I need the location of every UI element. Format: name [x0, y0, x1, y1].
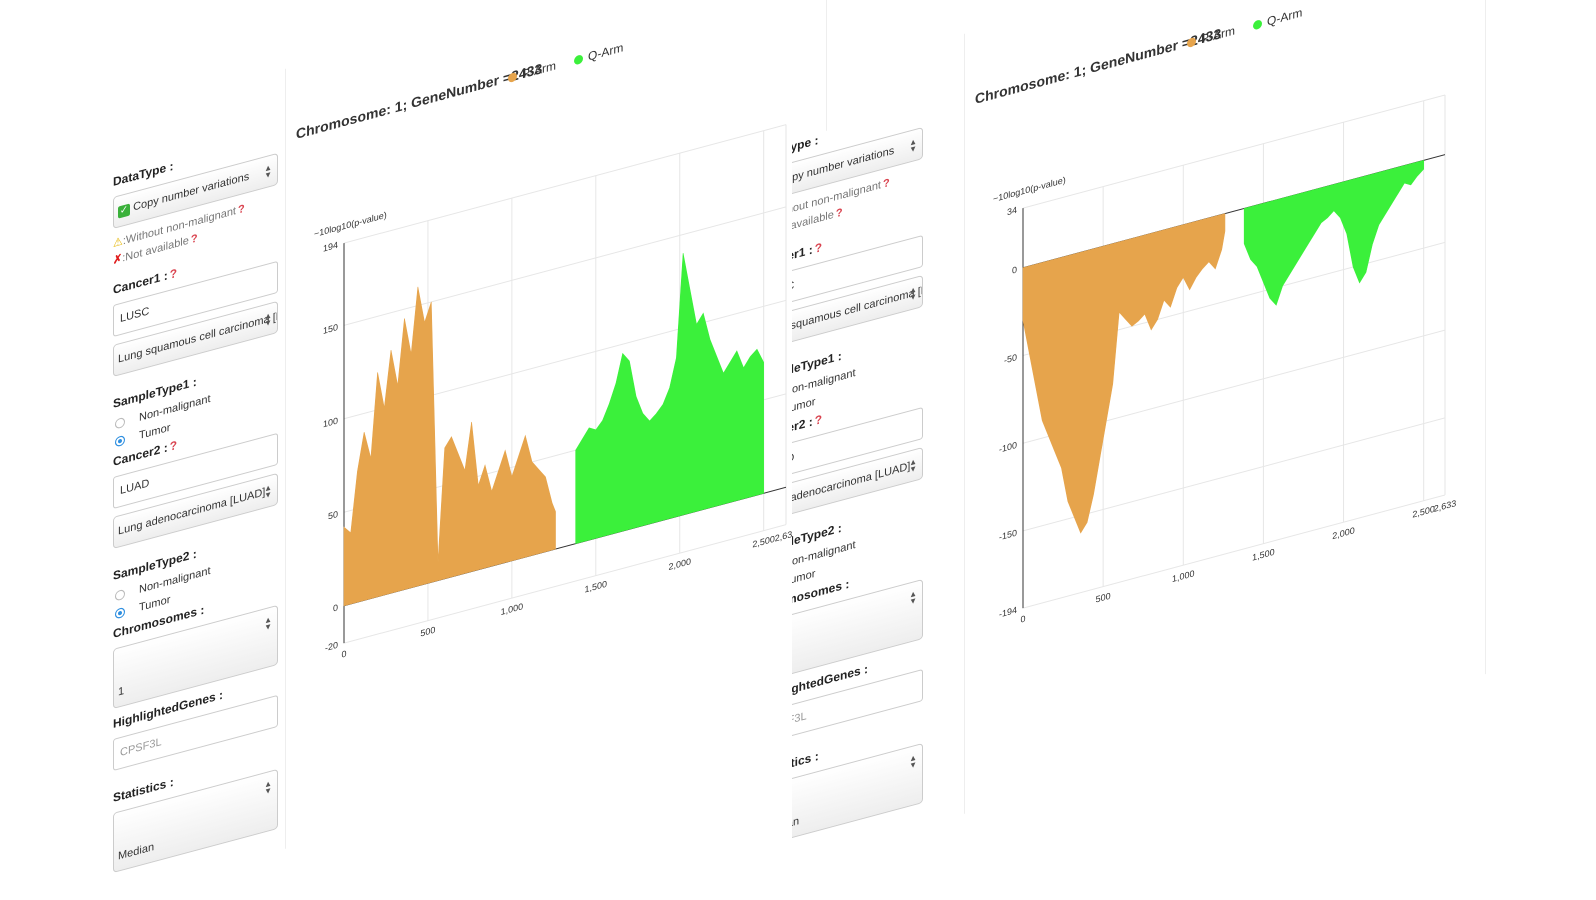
x-tick-label: 0: [1020, 614, 1025, 625]
sidebar-2: DataType : ✓ Copy number variations ▲▼ ⚠…: [792, 104, 926, 855]
y-tick-label: -150: [999, 528, 1017, 543]
y-gridline: [1023, 494, 1445, 609]
panel-left: DataType : ✓ Copy number variations ▲ ▼ ⚠…: [113, 0, 827, 895]
chart-card-1: ⤓▤ Chromosome: 1; GeneNumber =2433 P-Arm…: [285, 0, 827, 849]
x-tick-label: 2,000: [668, 556, 691, 572]
x-tick-label: 2,633: [1434, 498, 1457, 514]
help-icon[interactable]: ?: [169, 437, 178, 454]
x-tick-label: 2,500: [1412, 504, 1435, 520]
chevron-updown-icon: ▲ ▼: [909, 284, 917, 303]
series-area-p-arm: [1022, 213, 1226, 534]
y-tick-label: 100: [323, 416, 338, 430]
y-tick-label: -20: [325, 640, 338, 653]
y-tick-label: 50: [328, 509, 338, 522]
chart-plot-1: −10log10(p-value)194150100500-2005001,00…: [314, 124, 797, 660]
series-area-q-arm: [1243, 160, 1424, 306]
warning-icon: ⚠: [113, 235, 123, 250]
help-icon[interactable]: ?: [238, 202, 245, 217]
help-icon[interactable]: ?: [814, 411, 823, 428]
chevron-updown-icon: ▲ ▼: [264, 162, 272, 181]
y-gridline: [344, 206, 786, 326]
y-gridline: [1023, 417, 1445, 532]
y-tick-label: -50: [1004, 352, 1017, 365]
y-gridline: [1023, 94, 1445, 209]
sidebar: DataType : ✓ Copy number variations ▲ ▼ ⚠…: [113, 130, 281, 881]
chevron-updown-icon: ▲ ▼: [264, 778, 272, 797]
x-tick-label: 500: [420, 625, 435, 639]
chart-card-2: ⤓▤ Chromosome: 1; GeneNumber =2433 P-Arm…: [964, 0, 1486, 814]
y-gridline: [344, 524, 786, 644]
help-icon[interactable]: ?: [835, 206, 843, 221]
chevron-updown-icon: ▲ ▼: [909, 456, 917, 475]
panel-right: DataType : ✓ Copy number variations ▲▼ ⚠…: [792, 0, 1486, 860]
y-gridline: [344, 124, 786, 244]
y-tick-label: 0: [1012, 265, 1017, 276]
y-tick-label: -100: [999, 440, 1017, 455]
chevron-updown-icon: ▲ ▼: [909, 752, 917, 771]
x-tick-label: 0: [341, 649, 346, 660]
x-tick-label: 500: [1096, 591, 1111, 605]
check-icon: ✓: [118, 203, 130, 219]
x-tick-label: 2,000: [1332, 525, 1355, 541]
chevron-updown-icon: ▲ ▼: [264, 614, 272, 633]
x-tick-label: 2,500: [752, 534, 775, 550]
y-tick-label: 150: [323, 322, 338, 336]
y-tick-label: -194: [999, 605, 1017, 620]
chevron-updown-icon: ▲ ▼: [909, 588, 917, 607]
x-tick-label: 1,500: [1252, 547, 1275, 563]
series-area-q-arm: [575, 253, 764, 545]
chevron-updown-icon: ▲ ▼: [264, 310, 272, 329]
series-area-p-arm: [343, 286, 556, 607]
help-icon[interactable]: ?: [814, 239, 823, 256]
x-tick-label: 1,000: [501, 601, 524, 617]
y-tick-label: 0: [333, 602, 338, 613]
chevron-updown-icon: ▲ ▼: [264, 482, 272, 501]
y-tick-label: 34: [1007, 205, 1017, 218]
help-icon[interactable]: ?: [169, 265, 178, 282]
cross-icon: ✗: [113, 252, 123, 267]
help-icon[interactable]: ?: [883, 176, 890, 191]
sidebar-clip: DataType : ✓ Copy number variations ▲▼ ⚠…: [792, 95, 960, 900]
chevron-updown-icon: ▲ ▼: [909, 136, 917, 155]
help-icon[interactable]: ?: [190, 232, 198, 247]
y-tick-label: 194: [323, 240, 338, 254]
x-tick-label: 1,000: [1172, 568, 1195, 584]
chart-plot-2: −10log10(p-value)340-50-100-150-194 05001…: [993, 94, 1457, 625]
x-tick-label: 1,500: [585, 579, 608, 595]
